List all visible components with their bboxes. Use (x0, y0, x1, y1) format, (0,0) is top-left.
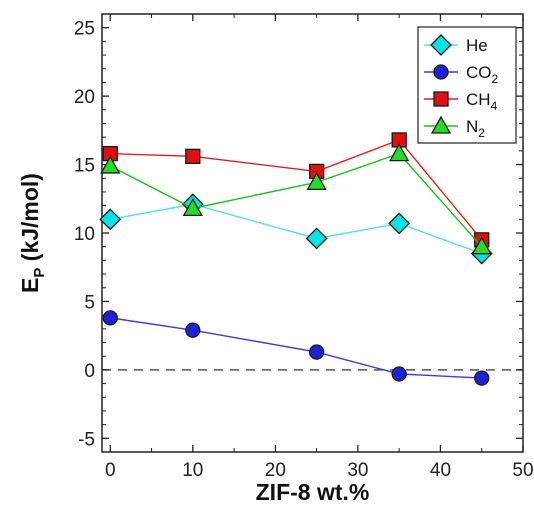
legend-label-co2: CO2 (466, 63, 499, 86)
data-point-co2 (308, 344, 325, 360)
series-line-co2 (110, 317, 482, 379)
series-layer (99, 132, 493, 386)
legend-marker-ch4 (433, 91, 449, 107)
series-line-ch4 (110, 139, 483, 241)
legend-label-sub: 4 (491, 99, 498, 113)
y-tick-label: 0 (84, 361, 95, 382)
series-ch4 (102, 132, 490, 248)
legend-marker-co2 (433, 64, 449, 80)
y-tick-label: 10 (74, 224, 95, 245)
x-tick-label: 40 (430, 460, 451, 481)
legend-label-ch4: CH4 (466, 90, 498, 113)
y-axis-title-main: E (17, 278, 43, 293)
data-point-n2 (182, 198, 203, 217)
y-tick-label: 20 (74, 87, 95, 108)
data-point-n2 (389, 143, 410, 162)
axes-layer: 0 10 20 30 40 50 -5 0 5 10 15 20 25 (74, 13, 534, 481)
legend-label-n2: N2 (466, 117, 485, 140)
series-co2 (102, 310, 490, 386)
legend-label-main: CO (466, 63, 492, 82)
y-axis-title-sub: P (31, 268, 48, 278)
legend-marker-he (430, 34, 452, 56)
x-tick-label: 30 (347, 460, 368, 481)
data-point-n2 (100, 155, 121, 174)
data-point-he (99, 208, 122, 231)
y-axis-title-unit: (kJ/mol) (17, 173, 43, 268)
data-point-co2 (102, 310, 118, 326)
y-axis-title: EP (kJ/mol) (17, 173, 48, 293)
y-tick-label: 5 (84, 292, 95, 313)
legend-label-main: N (466, 117, 478, 136)
legend-marker-n2 (430, 115, 452, 134)
data-point-ch4 (185, 148, 201, 165)
x-tick-label: 10 (182, 460, 203, 481)
data-point-he (388, 212, 411, 235)
x-tick-label: 0 (105, 460, 116, 481)
legend-label-he: He (466, 36, 488, 55)
data-point-he (305, 227, 328, 250)
data-point-co2 (474, 370, 490, 386)
data-point-n2 (471, 236, 492, 255)
series-he (99, 193, 493, 265)
y-tick-label: 15 (74, 156, 95, 177)
legend-label-sub: 2 (478, 126, 485, 140)
series-n2 (100, 143, 492, 255)
legend-label-sub: 2 (492, 72, 499, 86)
y-tick-label: 25 (74, 19, 95, 40)
series-line-he (110, 203, 482, 255)
x-axis-title: ZIF-8 wt.% (256, 479, 370, 505)
x-tick-label: 20 (265, 460, 286, 481)
data-point-co2 (391, 366, 407, 382)
y-tick-label: -5 (78, 429, 95, 450)
legend-label-main: CH (466, 90, 491, 109)
data-point-co2 (185, 322, 201, 338)
data-point-n2 (306, 172, 327, 191)
x-tick-label: 50 (512, 460, 533, 481)
legend-label-main: He (466, 36, 488, 55)
